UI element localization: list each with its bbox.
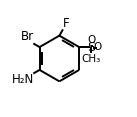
Text: O: O xyxy=(94,42,102,52)
Text: Br: Br xyxy=(20,30,34,43)
Text: F: F xyxy=(63,17,69,30)
Text: O: O xyxy=(87,35,96,45)
Text: H₂N: H₂N xyxy=(12,73,34,86)
Text: S: S xyxy=(88,41,95,54)
Text: CH₃: CH₃ xyxy=(82,54,101,64)
